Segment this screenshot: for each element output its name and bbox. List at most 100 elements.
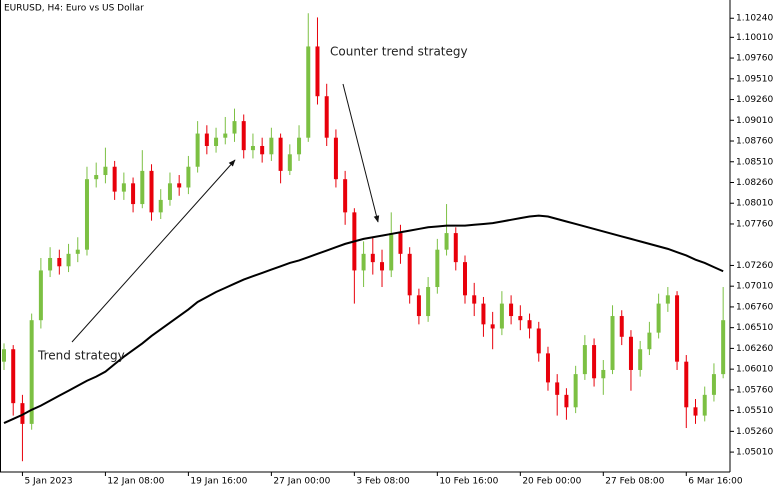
y-tick-label: 1.08760 xyxy=(736,137,773,147)
candle-body xyxy=(241,121,246,151)
candle-body xyxy=(536,328,541,354)
y-tick-label: 1.07010 xyxy=(736,282,773,292)
x-tick-label: 27 Feb 08:00 xyxy=(605,477,664,487)
x-tick-label: 5 Jan 2023 xyxy=(24,477,72,487)
annotation-arrow xyxy=(342,83,380,223)
y-tick-label: 1.05760 xyxy=(736,385,773,395)
candle-body xyxy=(103,166,108,176)
candle-body xyxy=(297,137,302,155)
y-tick-label: 1.09260 xyxy=(736,95,773,105)
x-tick-label: 6 Mar 16:00 xyxy=(688,477,743,487)
x-tick-label: 10 Feb 16:00 xyxy=(439,477,498,487)
candle-body xyxy=(675,295,680,362)
candle-body xyxy=(472,295,477,304)
candle-body xyxy=(278,137,283,171)
y-tick-label: 1.08510 xyxy=(736,157,773,167)
candle-body xyxy=(38,270,43,321)
x-tick-label: 19 Jan 16:00 xyxy=(190,477,247,487)
y-tick-label: 1.05010 xyxy=(736,448,773,458)
candle-body xyxy=(518,316,523,321)
candle-body xyxy=(693,407,698,416)
candle-body xyxy=(444,233,449,250)
candle-body xyxy=(684,361,689,408)
candle-body xyxy=(94,175,99,180)
candle-body xyxy=(287,154,292,171)
candle-body xyxy=(48,257,53,271)
y-tick-label: 1.06260 xyxy=(736,344,773,354)
candle-body xyxy=(490,324,495,329)
candle-body xyxy=(555,382,560,395)
y-tick-label: 1.10240 xyxy=(736,14,773,24)
candle-body xyxy=(149,170,154,213)
candle-body xyxy=(721,320,726,375)
candle-body xyxy=(361,253,366,271)
candle-body xyxy=(380,262,385,271)
x-tick-label: 27 Jan 00:00 xyxy=(273,477,330,487)
candle-body xyxy=(711,374,716,395)
candle-body xyxy=(269,137,274,155)
candle-body xyxy=(260,145,265,155)
candle-body xyxy=(140,170,145,205)
candle-body xyxy=(647,332,652,350)
candle-body xyxy=(564,394,569,408)
candle-body xyxy=(158,199,163,213)
moving-average-line xyxy=(3,214,724,424)
candle-body xyxy=(315,46,320,97)
plot xyxy=(2,13,726,462)
candle-body xyxy=(324,96,329,138)
candle-body xyxy=(499,303,504,329)
candle-body xyxy=(545,353,550,383)
x-tick-label: 20 Feb 00:00 xyxy=(522,477,581,487)
y-tick-label: 1.06760 xyxy=(736,302,773,312)
candle-body xyxy=(84,179,89,250)
annotation: Trend strategy xyxy=(37,349,125,363)
candle-body xyxy=(426,287,431,317)
candle-body xyxy=(232,121,237,134)
candle-body xyxy=(610,316,615,370)
candle-body xyxy=(112,166,117,192)
candle-body xyxy=(11,349,16,404)
candle-body xyxy=(75,249,80,254)
y-tick-label: 1.05260 xyxy=(736,427,773,437)
candle-body xyxy=(121,183,126,192)
candle-body xyxy=(29,320,34,424)
candle-body xyxy=(250,145,255,151)
candle-body xyxy=(131,183,136,205)
candle-body xyxy=(57,257,62,267)
candle-body xyxy=(702,394,707,416)
candle-body xyxy=(167,183,172,200)
candle-body xyxy=(214,137,219,146)
candle-body xyxy=(416,295,421,317)
y-tick-label: 1.07760 xyxy=(736,219,773,229)
candle-body xyxy=(195,133,200,167)
chart-title: EURUSD, H4: Euro vs US Dollar xyxy=(4,4,144,14)
candle-body xyxy=(601,369,606,379)
candle-body xyxy=(656,303,661,333)
candle-body xyxy=(481,303,486,325)
candle-body xyxy=(204,133,209,146)
y-tick-label: 1.09510 xyxy=(736,74,773,84)
x-tick-label: 12 Jan 08:00 xyxy=(107,477,164,487)
candle-body xyxy=(389,233,394,271)
y-tick-label: 1.08010 xyxy=(736,199,773,209)
candle-body xyxy=(463,262,467,296)
candle-body xyxy=(665,295,670,304)
y-tick-label: 1.05510 xyxy=(736,406,773,416)
candle-body xyxy=(573,374,578,408)
candle-body xyxy=(333,137,338,180)
candle-body xyxy=(66,253,71,267)
y-tick-label: 1.10010 xyxy=(736,33,773,43)
y-tick-label: 1.07260 xyxy=(736,261,773,271)
candle-body xyxy=(527,320,532,329)
annotation-arrow xyxy=(71,159,236,343)
candle-body xyxy=(177,183,182,188)
candle-body xyxy=(343,179,348,213)
candle-body xyxy=(582,345,587,375)
x-tick-label: 3 Feb 08:00 xyxy=(356,477,410,487)
candle-body xyxy=(453,233,458,263)
candle-body xyxy=(398,233,403,254)
candle-body xyxy=(628,336,633,370)
candle-body xyxy=(306,46,311,138)
candle-body xyxy=(592,345,597,379)
